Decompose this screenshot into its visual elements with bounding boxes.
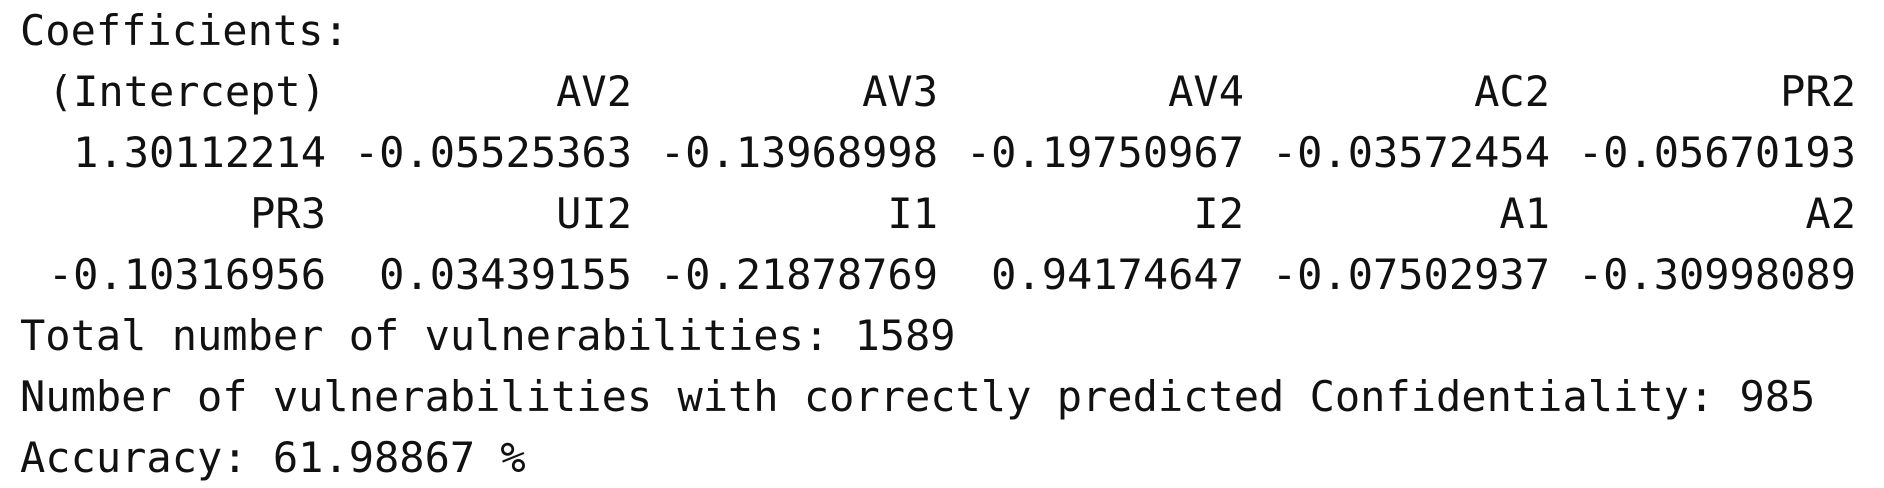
correct-predictions-line: Number of vulnerabilities with correctly… [20, 372, 1816, 421]
coef-value: -0.05525363 [353, 128, 632, 177]
coef-value: -0.13968998 [659, 128, 938, 177]
coef-name: I1 [887, 189, 938, 238]
coef-name: A2 [1805, 189, 1856, 238]
total-vulnerabilities-line: Total number of vulnerabilities: 1589 [20, 311, 956, 360]
accuracy-line: Accuracy: 61.98867 % [20, 433, 526, 482]
coef-names-row-1: (Intercept) AV2 AV3 AV4 AC2 PR2 [0, 61, 1884, 122]
coef-value: 0.94174647 [991, 250, 1244, 299]
coef-name: PR2 [1780, 67, 1856, 116]
coefficients-header: Coefficients: [20, 6, 349, 55]
coef-value: -0.07502937 [1271, 250, 1550, 299]
coef-value: -0.19750967 [965, 128, 1244, 177]
coef-values-row-2: -0.10316956 0.03439155 -0.21878769 0.941… [0, 244, 1884, 305]
coef-names-row-2: PR3 UI2 I1 I2 A1 A2 [0, 183, 1884, 244]
coef-value: 0.03439155 [379, 250, 632, 299]
coef-value: 1.30112214 [73, 128, 326, 177]
coef-name: AV2 [556, 67, 632, 116]
coef-name: (Intercept) [47, 67, 326, 116]
coef-name: PR3 [250, 189, 326, 238]
coef-value: -0.03572454 [1271, 128, 1550, 177]
coef-value: -0.10316956 [47, 250, 326, 299]
coef-name: AV4 [1168, 67, 1244, 116]
coef-name: A1 [1499, 189, 1550, 238]
coef-value: -0.30998089 [1577, 250, 1856, 299]
coef-values-row-1: 1.30112214 -0.05525363 -0.13968998 -0.19… [0, 122, 1884, 183]
coef-name: I2 [1193, 189, 1244, 238]
coef-name: AV3 [862, 67, 938, 116]
coef-value: -0.05670193 [1577, 128, 1856, 177]
coef-name: AC2 [1474, 67, 1550, 116]
coef-value: -0.21878769 [659, 250, 938, 299]
coef-name: UI2 [556, 189, 632, 238]
